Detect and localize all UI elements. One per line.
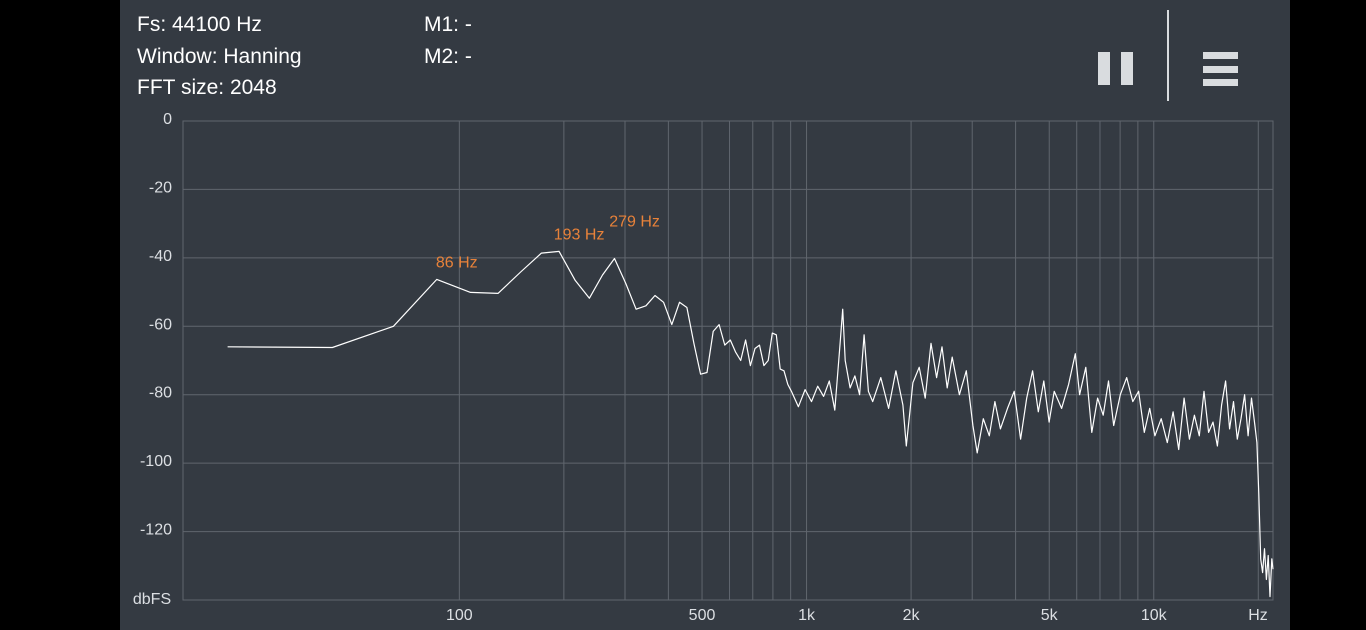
- x-tick-label: 500: [689, 607, 716, 624]
- x-axis-label: Hz: [1248, 607, 1268, 624]
- menu-button[interactable]: [1203, 52, 1238, 86]
- x-tick-label: 100: [446, 607, 473, 624]
- peak-label: 279 Hz: [609, 214, 660, 231]
- y-tick-label: -20: [149, 179, 172, 196]
- app-background: [120, 0, 1290, 630]
- marker-2: M2: -: [424, 45, 472, 68]
- pause-button[interactable]: [1098, 52, 1133, 85]
- sample-rate: Fs: 44100 Hz: [137, 13, 262, 36]
- menu-bar: [1203, 52, 1238, 59]
- x-tick-label: 10k: [1141, 607, 1168, 624]
- menu-bar: [1203, 66, 1238, 73]
- menu-bar: [1203, 79, 1238, 86]
- pause-bar: [1121, 52, 1133, 85]
- marker-1: M1: -: [424, 13, 472, 36]
- spectrum-line: [227, 250, 1274, 598]
- y-tick-label: -60: [149, 316, 172, 333]
- y-axis-label: dbFS: [133, 591, 171, 608]
- y-tick-label: 0: [163, 111, 172, 128]
- peak-label: 86 Hz: [436, 254, 478, 271]
- x-tick-label: 2k: [903, 607, 921, 624]
- pause-bar: [1098, 52, 1110, 85]
- y-tick-label: -80: [149, 385, 172, 402]
- x-tick-label: 1k: [798, 607, 816, 624]
- y-tick-label: -40: [149, 248, 172, 265]
- fft-size: FFT size: 2048: [137, 76, 277, 99]
- peak-label: 193 Hz: [554, 226, 605, 243]
- spectrum-plot: 0 -20 -40 -60 -80 -100 -120 100 500 1k 2k 5k 10k dbFS…: [133, 111, 1274, 624]
- y-tick-label: -100: [140, 453, 172, 470]
- y-tick-label: -120: [140, 522, 172, 539]
- x-tick-label: 5k: [1041, 607, 1059, 624]
- window-type: Window: Hanning: [137, 45, 302, 68]
